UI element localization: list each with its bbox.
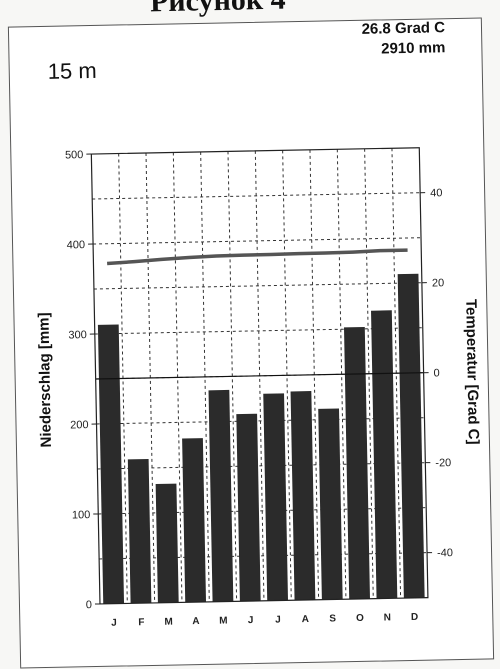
precipitation-bar	[371, 310, 398, 599]
right-axis-ticks: -40 -20 0 20 40	[420, 187, 453, 559]
right-tick-label: -40	[437, 547, 453, 559]
precipitation-bar	[155, 483, 179, 603]
grid-line-horizontal	[96, 417, 425, 425]
month-label: J	[248, 615, 254, 626]
month-label: S	[329, 613, 336, 624]
left-tick-label: 200	[70, 419, 89, 431]
grid-line-horizontal	[92, 192, 421, 200]
month-label: N	[384, 612, 391, 623]
grid-line-horizontal	[94, 327, 423, 335]
precipitation-bar	[343, 327, 370, 600]
grid-line-horizontal	[93, 282, 422, 290]
precipitation-bar	[318, 408, 343, 600]
right-tick-label: 0	[434, 367, 440, 379]
month-label: A	[192, 616, 199, 627]
left-tick-label: 500	[65, 149, 84, 161]
month-label: J	[111, 618, 117, 629]
left-axis-title: Niederschlag [mm]	[35, 312, 55, 447]
figure-heading: Рисунок 4	[149, 0, 286, 19]
left-tick-label: 400	[67, 239, 86, 251]
zero-temperature-line	[95, 372, 424, 380]
precipitation-bars	[97, 273, 425, 604]
month-label: O	[356, 613, 364, 624]
month-label: M	[219, 616, 228, 627]
precipitation-bar	[127, 458, 152, 604]
month-label: D	[411, 612, 418, 623]
grid-line-horizontal	[97, 462, 426, 470]
month-label: J	[275, 614, 281, 625]
precipitation-bar	[236, 413, 261, 602]
grid-line-horizontal	[99, 552, 428, 560]
month-label: F	[138, 617, 144, 628]
grid-line-horizontal	[98, 507, 427, 515]
right-tick-label: 40	[430, 187, 442, 199]
grid-line-horizontal	[93, 237, 422, 245]
left-axis-ticks: 0 100 200 300 400 500	[65, 149, 100, 611]
right-tick-label: -20	[435, 457, 451, 469]
month-label: A	[302, 614, 309, 625]
precipitation-bar	[397, 273, 425, 599]
temperature-line	[106, 248, 408, 266]
climate-chart: 0 100 200 300 400 500 -40 -20 0 20 40 J F M A M J J A S O N…	[35, 147, 482, 629]
climate-chart-card: 15 m 26.8 Grad C 2910 mm 0 100 200 300 400 50…	[7, 17, 495, 669]
precipitation-bar	[97, 324, 125, 604]
precipitation-bar	[263, 393, 289, 601]
left-tick-label: 100	[72, 509, 91, 521]
precipitation-bar	[290, 391, 316, 601]
right-axis-title: Temperatur [Grad C]	[462, 299, 482, 445]
precipitation-bar	[182, 438, 207, 603]
right-tick-label: 20	[432, 277, 444, 289]
left-tick-label: 300	[68, 329, 87, 341]
precipitation-bar	[208, 389, 234, 602]
month-label: M	[164, 617, 173, 628]
left-tick-label: 0	[86, 599, 92, 611]
